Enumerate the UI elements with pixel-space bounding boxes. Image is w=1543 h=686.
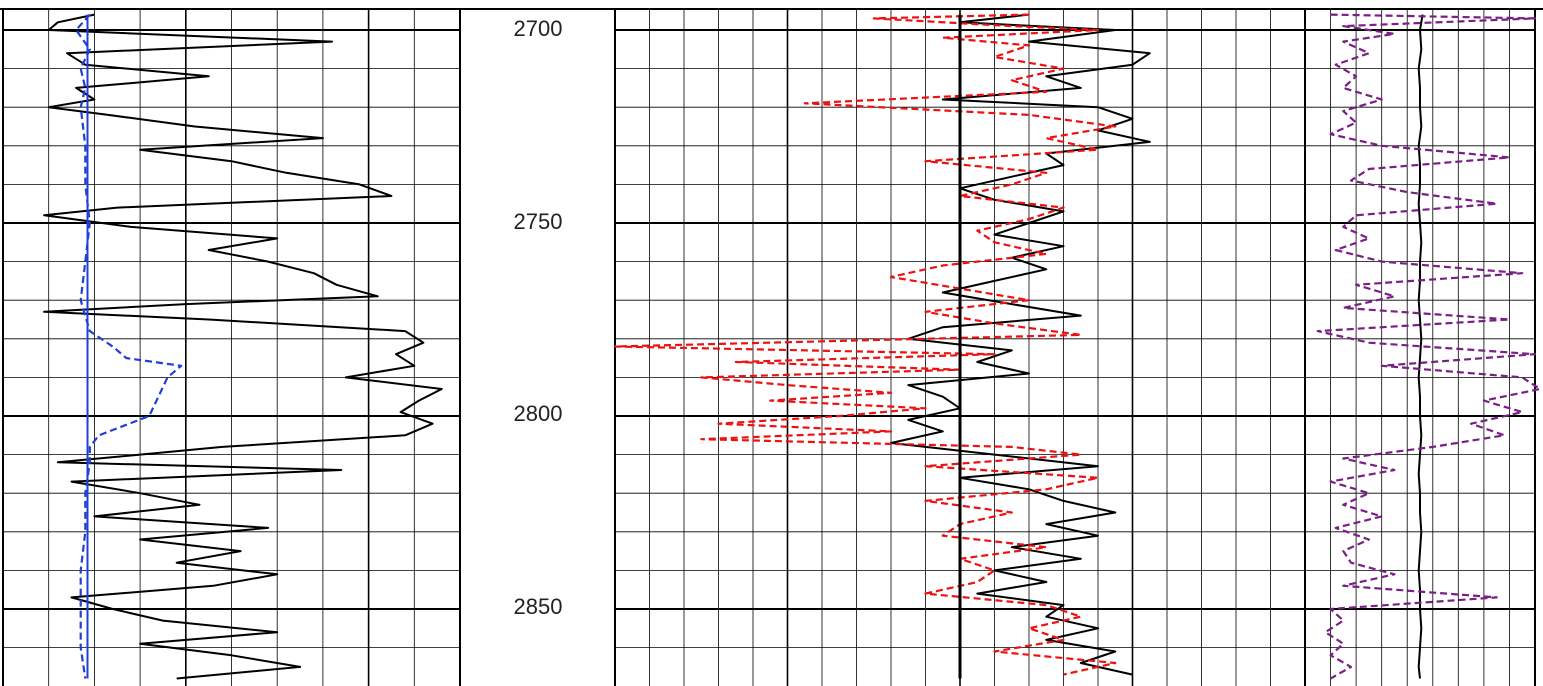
- track-1-grid: [2, 10, 461, 686]
- track-3: [1304, 10, 1542, 686]
- track-1-curves: [43, 13, 443, 680]
- track-3-curve-1: [1316, 13, 1542, 680]
- depth-label-2700: 2700: [514, 16, 563, 41]
- track-2-curves: [613, 13, 1151, 679]
- track-2-curve-1: [613, 13, 1117, 676]
- track-3-curves: [1316, 13, 1542, 680]
- depth-label-2850: 2850: [514, 594, 563, 619]
- track-1-curve-0: [43, 13, 443, 680]
- depth-track: 2700 2750 2800 2850: [514, 16, 563, 619]
- track-2: [613, 10, 1306, 686]
- track-3-curve-0: [1417, 14, 1424, 679]
- depth-label-2750: 2750: [514, 209, 563, 234]
- depth-label-2800: 2800: [514, 401, 563, 426]
- track-1: [2, 10, 461, 686]
- track-1-curve-1: [74, 13, 183, 679]
